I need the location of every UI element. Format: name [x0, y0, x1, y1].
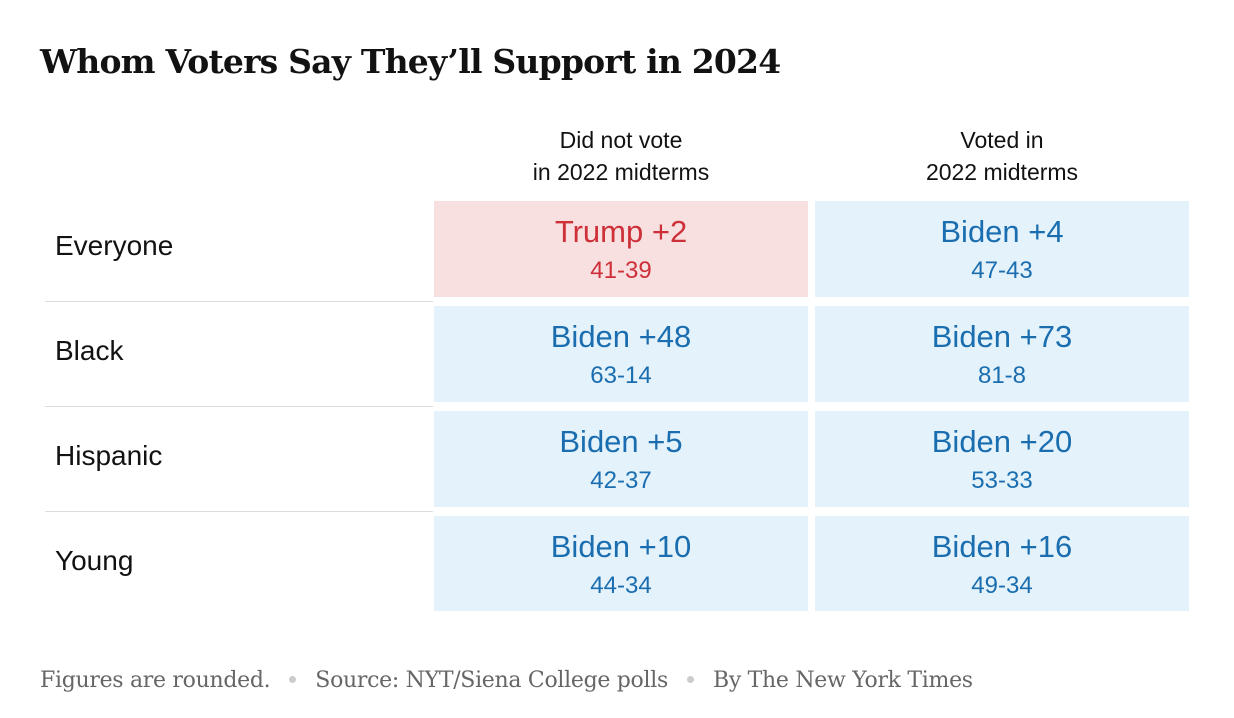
row-label: Everyone	[55, 230, 174, 261]
margin-value: Biden +16	[931, 529, 1073, 564]
result-cell: Trump +2 41-39	[434, 201, 808, 297]
row-divider	[45, 301, 433, 302]
column-header-line: Voted in	[960, 127, 1044, 153]
vote-split: 41-39	[590, 257, 652, 284]
separator-dot	[289, 675, 297, 683]
column-header-did-not-vote: Did not vote in 2022 midterms	[434, 124, 808, 188]
result-cell: Biden +73 81-8	[815, 306, 1189, 402]
chart-title: Whom Voters Say They’ll Support in 2024	[40, 42, 781, 81]
column-header-line: in 2022 midterms	[532, 159, 710, 185]
row-divider	[45, 406, 433, 407]
vote-split: 49-34	[971, 572, 1033, 599]
column-header-line: Did not vote	[559, 127, 683, 153]
vote-split: 81-8	[977, 362, 1027, 389]
margin-value: Biden +48	[550, 319, 692, 354]
row-label: Hispanic	[55, 440, 163, 471]
row-divider	[45, 511, 433, 512]
column-header-voted: Voted in 2022 midterms	[815, 124, 1189, 188]
margin-value: Biden +10	[550, 529, 692, 564]
footer-note: Figures are rounded.	[40, 668, 271, 693]
row-label: Young	[55, 544, 134, 576]
result-cell: Biden +4 47-43	[815, 201, 1189, 297]
vote-split: 42-37	[590, 467, 652, 494]
vote-split: 47-43	[971, 257, 1033, 284]
margin-value: Biden +5	[559, 424, 683, 459]
margin-value: Trump +2	[554, 214, 688, 249]
result-cell: Biden +5 42-37	[434, 411, 808, 507]
result-cell: Biden +20 53-33	[815, 411, 1189, 507]
footer-byline: By The New York Times	[712, 668, 973, 693]
vote-split: 53-33	[971, 467, 1033, 494]
result-cell: Biden +16 49-34	[815, 516, 1189, 611]
separator-dot	[686, 675, 694, 683]
margin-value: Biden +4	[940, 214, 1064, 249]
footer-source: Source: NYT/Siena College polls	[315, 668, 668, 693]
result-cell: Biden +10 44-34	[434, 516, 808, 611]
result-cell: Biden +48 63-14	[434, 306, 808, 402]
column-header-line: 2022 midterms	[925, 159, 1079, 185]
vote-split: 63-14	[590, 362, 652, 389]
margin-value: Biden +20	[931, 424, 1073, 459]
chart-footer: Figures are rounded. Source: NYT/Siena Co…	[40, 664, 973, 698]
margin-value: Biden +73	[931, 319, 1073, 354]
row-label: Black	[55, 335, 124, 366]
vote-split: 44-34	[590, 572, 652, 599]
